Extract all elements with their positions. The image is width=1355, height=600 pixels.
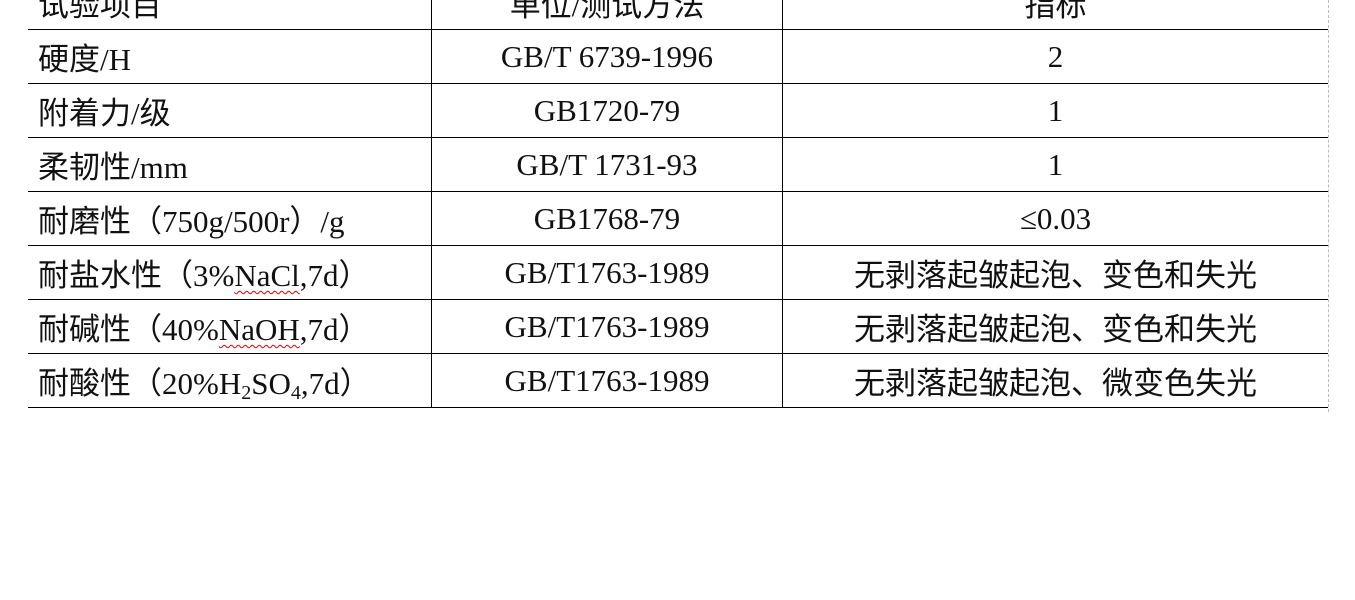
cell-text: 柔韧性/mm [38,150,188,185]
method-cell: GB1768-79 [431,191,783,246]
method-cell: GB/T1763-1989 [431,245,783,300]
spellcheck-word: NaCl [234,258,300,293]
cell-text: 无剥落起皱起泡、变色和失光 [854,258,1257,293]
cell-text: GB1768-79 [533,200,681,236]
test-item-cell: 附着力/级 [28,83,432,138]
table-row: 耐盐水性（3%NaCl,7d） GB/T1763-1989 无剥落起皱起泡、变色和失… [28,245,1328,300]
cell-text: 附着力/级 [38,96,171,131]
header-row: 试验项目 单位/测试方法 指标 [28,0,1328,30]
cell-text: ,7d） [299,258,370,293]
table-row: 硬度/H GB/T 6739-1996 2 [28,29,1328,84]
table-row: 耐碱性（40%NaOH,7d） GB/T1763-1989 无剥落起皱起泡、变色和失… [28,299,1328,354]
method-cell: GB/T1763-1989 [431,353,783,408]
header-method: 单位/测试方法 [431,0,783,30]
spec-cell: 2 [782,29,1328,84]
subscript: 2 [241,382,252,404]
cell-text: 耐盐水性（3% [38,258,235,293]
test-item-cell: 耐磨性（750g/500r）/g [28,191,432,246]
cell-text: 耐酸性（20%H [38,366,242,401]
cell-text: 无剥落起皱起泡、变色和失光 [854,312,1257,347]
table-row: 附着力/级 GB1720-79 1 [28,83,1328,138]
spec-cell: 1 [782,83,1328,138]
test-item-cell: 耐酸性（20%H2SO4,7d） [28,353,432,408]
cell-text: 硬度/H [38,42,131,77]
cell-text: 2 [1047,38,1064,74]
test-results-table: 试验项目 单位/测试方法 指标 硬度/H GB/T 6739-1996 2 附着力/级… [28,0,1328,408]
spec-cell: 1 [782,137,1328,192]
method-cell: GB/T 6739-1996 [431,29,783,84]
cell-text: 耐碱性（40% [38,312,219,347]
table-row: 柔韧性/mm GB/T 1731-93 1 [28,137,1328,192]
test-item-cell: 硬度/H [28,29,432,84]
cell-text: ,7d） [300,366,371,401]
table-row: 耐酸性（20%H2SO4,7d） GB/T1763-1989 无剥落起皱起泡、微变色… [28,353,1328,408]
method-cell: GB/T1763-1989 [431,299,783,354]
method-cell: GB1720-79 [431,83,783,138]
cell-text: ,7d） [299,312,370,347]
cell-text: GB/T 6739-1996 [500,38,714,74]
spec-cell: 无剥落起皱起泡、变色和失光 [782,299,1328,354]
cell-text: 耐磨性（750g/500r）/g [38,204,345,239]
spellcheck-word: NaOH [218,312,300,347]
cell-text: SO [251,366,291,401]
test-item-cell: 柔韧性/mm [28,137,432,192]
test-item-cell: 耐碱性（40%NaOH,7d） [28,299,432,354]
spec-cell: 无剥落起皱起泡、微变色失光 [782,353,1328,408]
cell-text: GB/T1763-1989 [504,308,710,344]
cell-text: GB1720-79 [533,92,681,128]
spec-cell: 无剥落起皱起泡、变色和失光 [782,245,1328,300]
page-margin-guide [1328,0,1329,412]
cell-text: GB/T1763-1989 [504,362,710,398]
test-item-cell: 耐盐水性（3%NaCl,7d） [28,245,432,300]
cell-text: 1 [1047,92,1064,128]
cell-text: ≤0.03 [1019,200,1092,236]
cell-text: 无剥落起皱起泡、微变色失光 [854,366,1257,401]
header-test-item: 试验项目 [28,0,432,30]
table-row: 耐磨性（750g/500r）/g GB1768-79 ≤0.03 [28,191,1328,246]
spec-cell: ≤0.03 [782,191,1328,246]
cell-text: GB/T1763-1989 [504,254,710,290]
method-cell: GB/T 1731-93 [431,137,783,192]
subscript: 4 [290,382,301,404]
cell-text: GB/T 1731-93 [516,146,698,182]
cell-text: 1 [1047,146,1064,182]
header-spec: 指标 [782,0,1328,30]
